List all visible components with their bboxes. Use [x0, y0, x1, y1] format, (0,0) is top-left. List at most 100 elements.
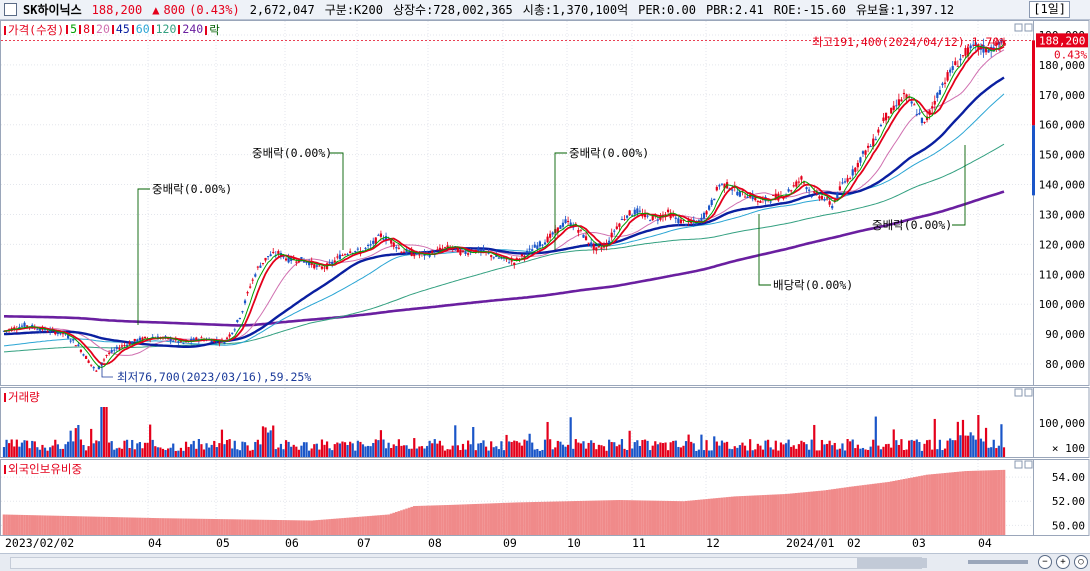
foreign-bar: [143, 517, 147, 535]
zoom-out-icon[interactable]: −: [1038, 555, 1052, 569]
foreign-bar: [138, 517, 142, 535]
panel-minimize-button[interactable]: [1014, 388, 1023, 397]
volume-bar: [310, 448, 313, 457]
foreign-panel-title[interactable]: 외국인보유비중: [4, 461, 82, 477]
legend-item-price[interactable]: 가격(수정): [4, 22, 64, 38]
candle-body: [795, 181, 798, 187]
foreign-bar: [553, 501, 557, 535]
foreign-bar: [1000, 469, 1003, 535]
legend-item-ma60[interactable]: 60: [131, 22, 150, 38]
candle-body: [120, 345, 124, 347]
volume-bar: [425, 446, 429, 457]
zoom-in-icon[interactable]: +: [1056, 555, 1070, 569]
volume-bar: [777, 450, 780, 457]
volume-bar: [218, 443, 221, 457]
volume-bar: [900, 439, 903, 457]
volume-bar: [369, 446, 372, 457]
candle-body: [467, 253, 470, 255]
foreign-bar: [161, 518, 165, 535]
candle-body: [192, 338, 195, 341]
volume-bar: [892, 429, 895, 457]
legend-item-ex[interactable]: 락: [205, 22, 220, 38]
zoom-slider[interactable]: [968, 560, 1028, 564]
foreign-bar: [461, 504, 465, 535]
candle-body: [100, 364, 103, 366]
foreign-bar: [189, 518, 193, 535]
legend-item-ma240[interactable]: 240: [178, 22, 203, 38]
foreign-bar: [102, 516, 106, 535]
foreign-bar: [477, 503, 480, 535]
foreign-bar: [666, 500, 670, 535]
volume-bar: [384, 448, 388, 457]
volume-bar: [49, 447, 52, 457]
legend-item-ma8[interactable]: 8: [79, 22, 90, 38]
volume-bar: [43, 447, 47, 457]
period-selector[interactable]: [1일]: [1029, 1, 1070, 18]
panel-close-button[interactable]: [1024, 23, 1033, 32]
volume-bar: [100, 407, 103, 457]
volume-bar: [577, 442, 580, 457]
volume-bar: [328, 448, 331, 457]
panel-minimize-button[interactable]: [1014, 23, 1023, 32]
foreign-bar: [497, 503, 501, 535]
legend-item-ma45[interactable]: 45: [111, 22, 130, 38]
foreign-bar: [823, 490, 826, 535]
foreign-bar: [92, 516, 96, 535]
volume-bar: [664, 442, 667, 457]
volume-bar: [213, 440, 216, 457]
foreign-bar: [971, 470, 975, 535]
scrollbar-thumb[interactable]: [857, 558, 927, 568]
candle-body: [251, 279, 254, 281]
header-checkbox[interactable]: [4, 3, 17, 16]
foreign-bar: [761, 495, 765, 535]
panel-close-button[interactable]: [1024, 388, 1033, 397]
foreign-bar: [348, 517, 352, 535]
foreign-bar: [995, 470, 998, 535]
chart-scrollbar[interactable]: [10, 557, 927, 569]
foreign-bar: [692, 500, 696, 535]
legend-item-ma20[interactable]: 20: [92, 22, 110, 38]
price-range-bar: [1032, 40, 1035, 126]
candle-body: [610, 232, 613, 238]
volume-bar: [261, 426, 265, 457]
volume-bar: [500, 441, 503, 457]
panel-close-button[interactable]: [1024, 460, 1033, 469]
volume-bar: [984, 427, 988, 457]
foreign-bar: [733, 496, 737, 535]
volume-bar: [631, 448, 634, 457]
volume-bar: [749, 439, 752, 457]
candle-body: [679, 219, 683, 224]
foreign-bar: [228, 519, 231, 535]
volume-bar: [225, 439, 229, 457]
candle-body: [720, 183, 724, 185]
candle-body: [336, 256, 339, 258]
stock-chart[interactable]: 80,000 90,000 100,000 110,000 120,000 130,000…: [0, 0, 1090, 553]
volume-bar: [692, 443, 695, 457]
legend-item-ma5[interactable]: 5: [66, 22, 77, 38]
volume-bar: [446, 449, 449, 457]
candle-body: [608, 240, 611, 243]
volume-bar: [790, 446, 793, 457]
volume-bar: [315, 443, 318, 457]
foreign-bar: [959, 471, 962, 535]
zoom-reset-icon[interactable]: ○: [1074, 555, 1088, 569]
legend-item-ma120[interactable]: 120: [151, 22, 176, 38]
volume-panel-title[interactable]: 거래량: [4, 389, 40, 405]
foreign-bar: [548, 501, 552, 535]
volume-bar: [5, 439, 8, 457]
foreign-bar: [820, 490, 824, 535]
candle-body: [984, 47, 988, 53]
candle-body: [379, 233, 383, 237]
volume-bar: [695, 450, 698, 457]
foreign-bar: [12, 514, 16, 535]
foreign-bar: [436, 505, 439, 535]
foreign-bar: [782, 494, 785, 535]
volume-value: 2,672,047: [249, 2, 315, 17]
candle-body: [649, 220, 652, 222]
stock-name[interactable]: SK하이닉스: [23, 3, 82, 17]
volume-bar: [600, 445, 603, 457]
volume-bar: [877, 445, 880, 457]
panel-minimize-button[interactable]: [1014, 460, 1023, 469]
candle-body: [213, 339, 216, 343]
foreign-bar: [207, 518, 211, 535]
